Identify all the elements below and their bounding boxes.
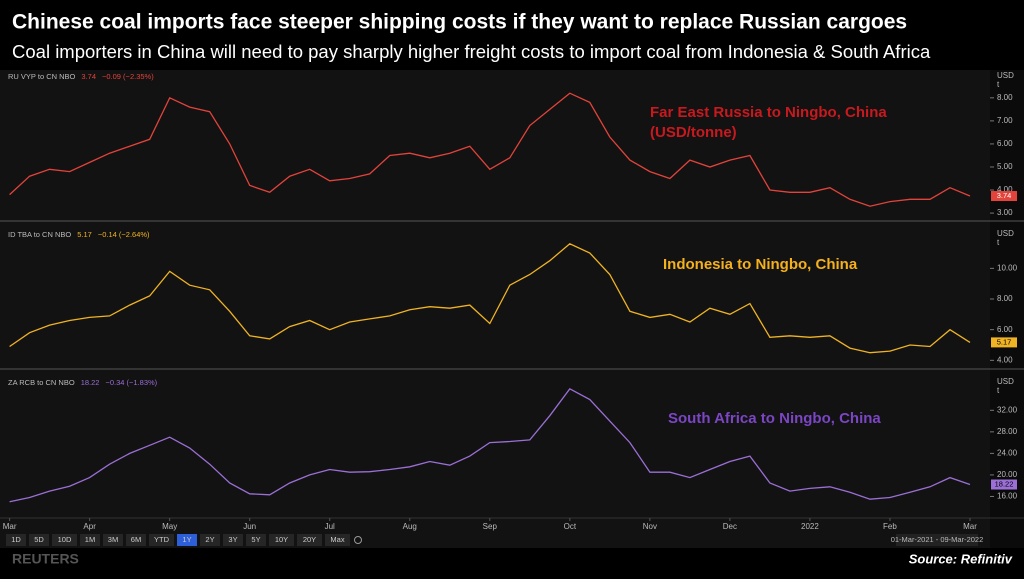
axis-unit: USD (997, 71, 1014, 80)
y-tick-label: 6.00 (997, 139, 1013, 148)
range-button[interactable] (177, 534, 197, 546)
range-button-label[interactable]: 10Y (275, 535, 288, 544)
y-tick-label: 20.00 (997, 470, 1018, 479)
x-tick-label: Apr (83, 522, 96, 531)
annotation: Far East Russia to Ningbo, China (650, 104, 887, 121)
date-range-box (896, 534, 978, 546)
range-button-label[interactable]: 1Y (182, 535, 191, 544)
axis-unit: t (997, 80, 1000, 89)
series-header: RU VYP to CN NBO (8, 72, 76, 81)
axis-unit: USD (997, 377, 1014, 386)
range-button[interactable] (29, 534, 49, 546)
range-button[interactable] (52, 534, 77, 546)
last-value-label: 18.22 (995, 479, 1014, 488)
range-button[interactable] (103, 534, 123, 546)
axis-unit: USD (997, 229, 1014, 238)
range-button-label[interactable]: 20Y (303, 535, 316, 544)
range-button[interactable] (6, 534, 26, 546)
x-tick-label: Mar (3, 522, 17, 531)
series-header: ZA RCB to CN NBO (8, 378, 75, 387)
y-tick-label: 5.00 (997, 162, 1013, 171)
header-value: 5.17 (77, 230, 92, 239)
range-button[interactable] (149, 534, 174, 546)
range-button[interactable] (80, 534, 100, 546)
header-change: −0.14 (−2.64%) (98, 230, 150, 239)
range-button-label[interactable]: 6M (131, 535, 141, 544)
x-tick-label: Jul (325, 522, 335, 531)
header-value: 3.74 (81, 72, 96, 81)
x-tick-label: Oct (564, 522, 577, 531)
range-button-label[interactable]: 5Y (251, 535, 260, 544)
header-change: −0.09 (−2.35%) (102, 72, 154, 81)
series-header: ID TBA to CN NBO (8, 230, 71, 239)
settings-icon[interactable] (354, 536, 362, 544)
y-tick-label: 7.00 (997, 116, 1013, 125)
y-tick-label: 8.00 (997, 294, 1013, 303)
range-button-label[interactable]: 1D (11, 535, 21, 544)
subtitle: Coal importers in China will need to pay… (12, 41, 931, 62)
x-tick-label: Dec (723, 522, 737, 531)
range-button-label[interactable]: 2Y (205, 535, 214, 544)
x-tick-label: Feb (883, 522, 897, 531)
x-tick-label: Nov (643, 522, 657, 531)
range-button[interactable] (325, 534, 350, 546)
range-button[interactable] (246, 534, 266, 546)
range-button-label[interactable]: 1M (85, 535, 95, 544)
range-button[interactable] (297, 534, 322, 546)
series-line (9, 243, 971, 354)
last-value-label: 5.17 (997, 337, 1012, 346)
annotation: South Africa to Ningbo, China (668, 410, 881, 427)
range-button-label[interactable]: 10D (58, 535, 72, 544)
axis-unit: t (997, 238, 1000, 247)
chart-area (0, 70, 1024, 548)
y-tick-label: 32.00 (997, 405, 1018, 414)
range-button-label[interactable]: YTD (154, 535, 170, 544)
annotation: (USD/tonne) (650, 124, 737, 141)
y-tick-label: 4.00 (997, 185, 1013, 194)
y-tick-label: 3.00 (997, 208, 1013, 217)
range-button[interactable] (269, 534, 294, 546)
source: Source: Refinitiv (909, 551, 1013, 566)
last-value-box (991, 479, 1017, 490)
range-button[interactable] (200, 534, 220, 546)
range-button-label[interactable]: 3Y (228, 535, 237, 544)
y-tick-label: 24.00 (997, 448, 1018, 457)
series-line (9, 92, 971, 207)
x-tick-label: Sep (483, 522, 498, 531)
x-tick-label: May (162, 522, 177, 531)
last-value-box (991, 191, 1017, 202)
header-change: −0.34 (−1.83%) (105, 378, 157, 387)
range-button-label[interactable]: 3M (108, 535, 118, 544)
date-range: 01-Mar-2021 - 09-Mar-2022 (891, 535, 984, 544)
y-tick-label: 28.00 (997, 427, 1018, 436)
annotation: Indonesia to Ningbo, China (663, 256, 858, 273)
y-tick-label: 4.00 (997, 355, 1013, 364)
axis-strip (990, 70, 1024, 548)
range-button[interactable] (126, 534, 146, 546)
y-tick-label: 10.00 (997, 263, 1018, 272)
range-button-label[interactable]: Max (330, 535, 344, 544)
last-value-label: 3.74 (997, 191, 1012, 200)
last-value-box (991, 337, 1017, 348)
title: Chinese coal imports face steeper shippi… (12, 11, 907, 34)
y-tick-label: 16.00 (997, 492, 1018, 501)
y-tick-label: 8.00 (997, 93, 1013, 102)
axis-unit: t (997, 386, 1000, 395)
x-tick-label: Jun (243, 522, 256, 531)
series-line (9, 387, 971, 503)
y-tick-label: 6.00 (997, 325, 1013, 334)
x-tick-label: Aug (403, 522, 417, 531)
x-tick-label: 2022 (801, 522, 819, 531)
header-value: 18.22 (81, 378, 100, 387)
x-tick-label: Mar (963, 522, 977, 531)
range-button-label[interactable]: 5D (34, 535, 44, 544)
logo: REUTERS (12, 551, 79, 567)
range-button[interactable] (223, 534, 243, 546)
